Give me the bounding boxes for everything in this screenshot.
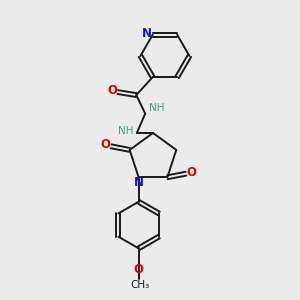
Text: NH: NH: [118, 127, 133, 136]
Text: O: O: [107, 84, 117, 97]
Text: N: N: [134, 176, 144, 189]
Text: O: O: [134, 263, 144, 276]
Text: N: N: [142, 27, 152, 40]
Text: O: O: [100, 138, 110, 151]
Text: NH: NH: [149, 103, 164, 113]
Text: O: O: [187, 166, 197, 179]
Text: CH₃: CH₃: [130, 280, 150, 290]
